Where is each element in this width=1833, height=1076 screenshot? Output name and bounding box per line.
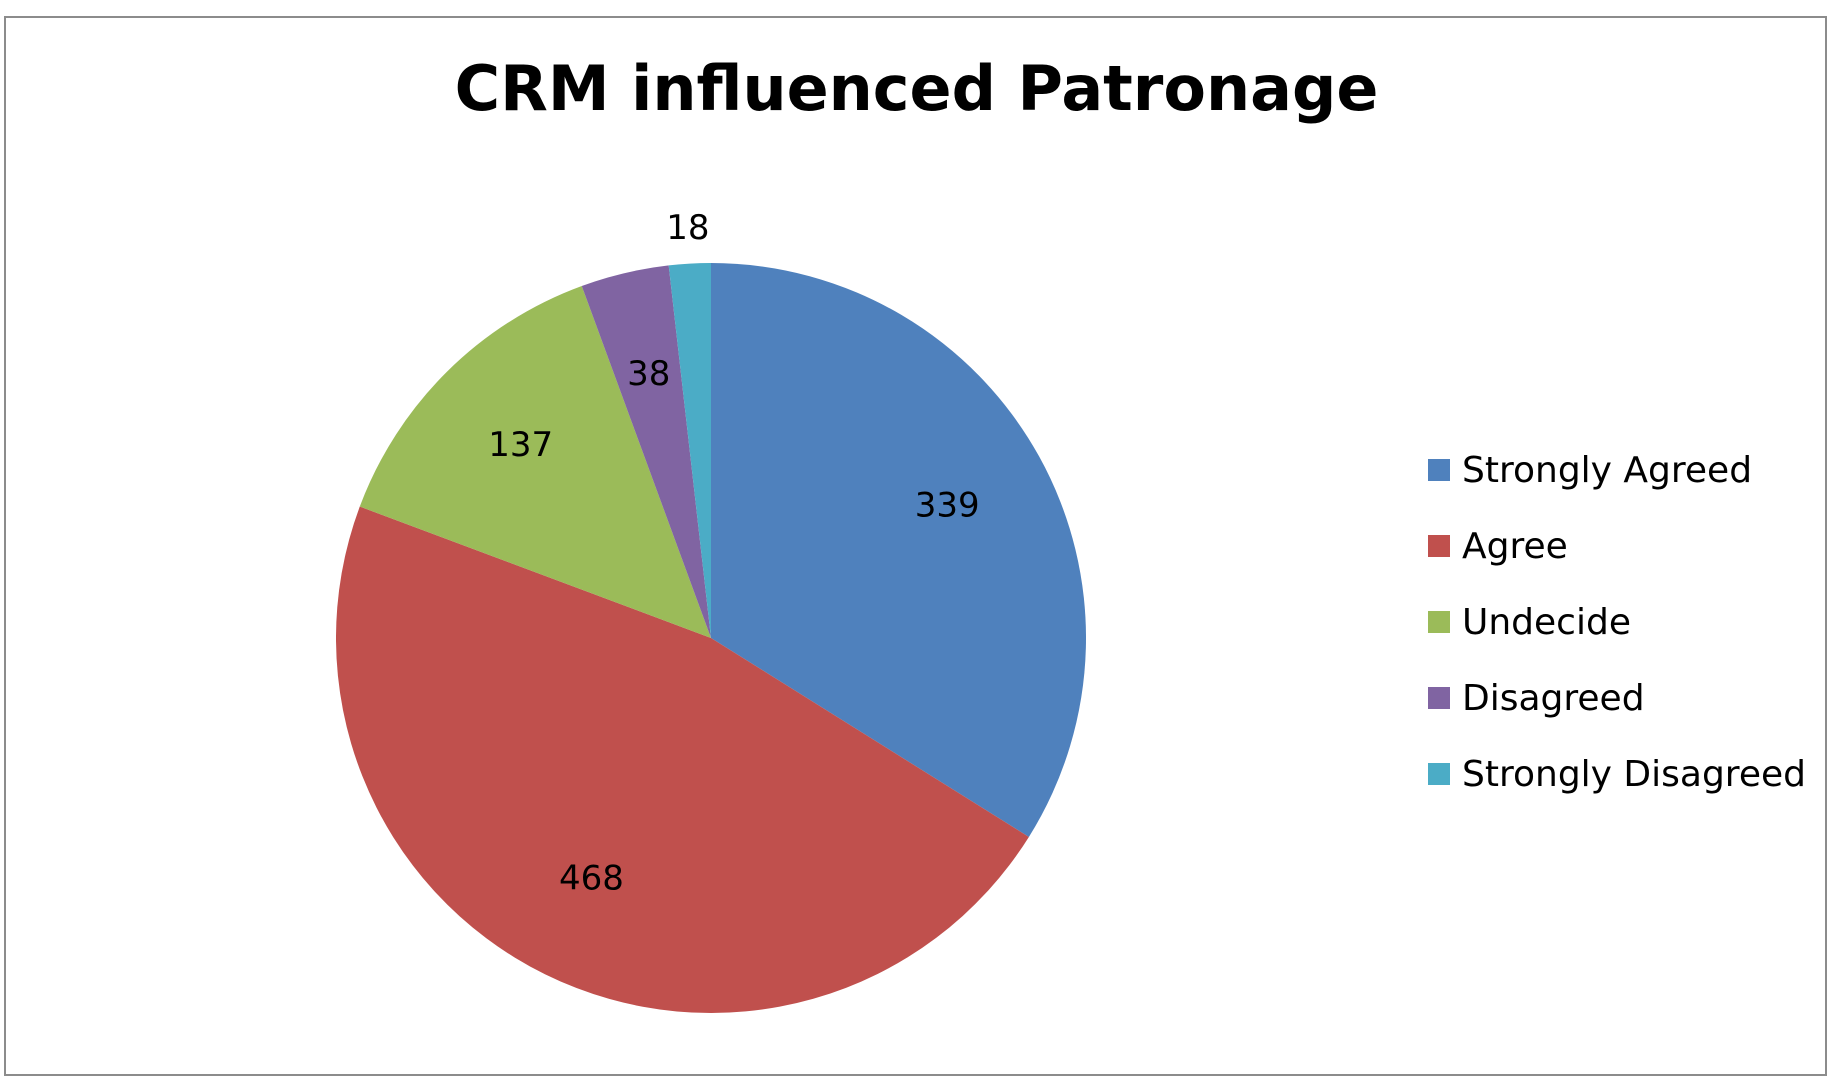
legend-label: Undecide [1462, 601, 1631, 643]
legend-swatch [1428, 687, 1450, 709]
legend: Strongly Agreed Agree Undecide Disagreed… [1428, 432, 1806, 812]
legend-swatch [1428, 535, 1450, 557]
legend-item: Undecide [1428, 584, 1806, 660]
pie-data-label: 339 [915, 486, 980, 526]
pie-slice-agree [335, 506, 1029, 1014]
legend-swatch [1428, 611, 1450, 633]
pie-slice-strongly-agreed [711, 263, 1086, 837]
pie-slice-disagreed [581, 265, 711, 638]
legend-label: Agree [1462, 525, 1568, 567]
legend-item: Strongly Agreed [1428, 432, 1806, 508]
pie-data-label: 468 [559, 859, 624, 899]
legend-label: Strongly Disagreed [1462, 753, 1806, 795]
legend-swatch [1428, 459, 1450, 481]
pie-slices [335, 263, 1086, 1014]
pie-data-labels: 339 468 137 38 18 [488, 208, 979, 898]
legend-item: Agree [1428, 508, 1806, 584]
legend-item: Strongly Disagreed [1428, 736, 1806, 812]
pie-slice-undecide [359, 285, 711, 638]
legend-label: Disagreed [1462, 677, 1645, 719]
pie-data-label: 18 [666, 208, 709, 248]
pie-data-label: 38 [627, 354, 670, 394]
legend-swatch [1428, 763, 1450, 785]
pie-slice-strongly-disagreed [668, 263, 711, 638]
legend-label: Strongly Agreed [1462, 449, 1753, 491]
legend-item: Disagreed [1428, 660, 1806, 736]
pie-data-label: 137 [488, 425, 553, 465]
chart-title: CRM influenced Patronage [454, 52, 1379, 125]
